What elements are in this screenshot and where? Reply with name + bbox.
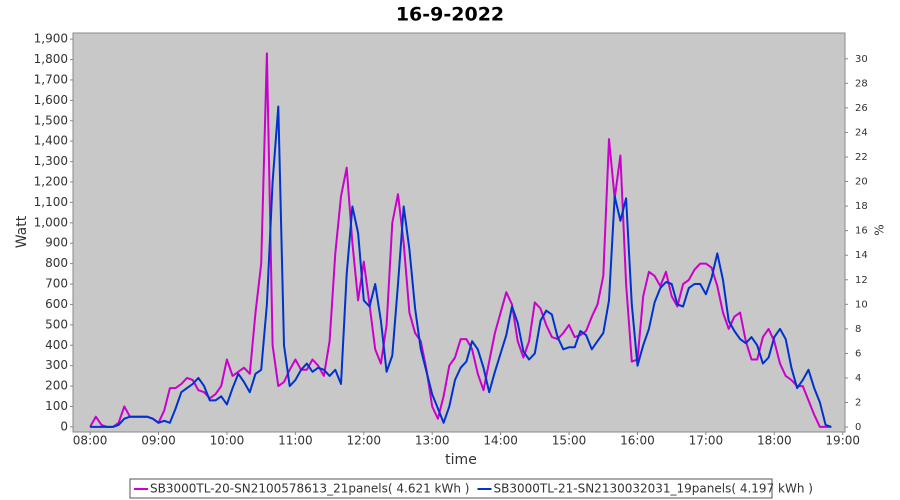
x-axis-label: time [445, 452, 477, 468]
y2-tick-label: 8 [855, 324, 861, 335]
y-tick-label: 400 [45, 338, 68, 352]
legend-label: SB3000TL-20-SN2100578613_21panels( 4.621… [150, 482, 469, 496]
x-tick-label: 18:00 [757, 434, 792, 448]
y-tick-label: 500 [45, 317, 68, 331]
y2-tick-label: 22 [855, 152, 868, 163]
y-tick-label: 1,500 [34, 113, 68, 127]
y-tick-label: 900 [45, 236, 68, 250]
y-tick-label: 1,800 [34, 52, 68, 66]
y-tick-label: 1,900 [34, 32, 68, 46]
y-tick-label: 600 [45, 297, 68, 311]
x-tick-label: 09:00 [141, 434, 176, 448]
y-tick-label: 100 [45, 399, 68, 413]
legend [129, 478, 773, 499]
legend-label: SB3000TL-21-SN2130032031_19panels( 4.197… [493, 482, 812, 496]
y-tick-label: 1,700 [34, 72, 68, 86]
y-tick-label: 1,600 [34, 93, 68, 107]
y-tick-label: 1,000 [34, 215, 68, 229]
chart-title: 16-9-2022 [396, 4, 504, 26]
x-tick-label: 16:00 [620, 434, 655, 448]
x-tick-label: 19:00 [825, 434, 860, 448]
y-tick-label: 0 [60, 419, 68, 433]
y2-tick-label: 26 [855, 103, 868, 114]
y2-tick-label: 20 [855, 177, 868, 188]
y-tick-label: 700 [45, 277, 68, 291]
x-tick-label: 12:00 [346, 434, 381, 448]
y2-tick-label: 18 [855, 201, 868, 212]
y2-tick-label: 30 [855, 54, 868, 65]
y-tick-label: 1,300 [34, 154, 68, 168]
x-tick-label: 10:00 [210, 434, 245, 448]
y-tick-label: 300 [45, 358, 68, 372]
y-tick-label: 800 [45, 256, 68, 270]
y2-tick-label: 28 [855, 78, 868, 89]
x-tick-label: 13:00 [415, 434, 450, 448]
plot-area [72, 32, 846, 433]
y-axis-label: Watt [14, 215, 30, 248]
y-tick-label: 1,400 [34, 134, 68, 148]
y2-axis-label: % [873, 224, 887, 235]
x-tick-label: 15:00 [552, 434, 587, 448]
y2-tick-label: 0 [855, 422, 861, 433]
series-line [90, 105, 832, 428]
y-tick-label: 1,100 [34, 195, 68, 209]
y2-tick-label: 14 [855, 250, 868, 261]
x-tick-label: 11:00 [278, 434, 313, 448]
x-tick-label: 17:00 [689, 434, 724, 448]
x-tick-label: 14:00 [483, 434, 518, 448]
y2-tick-label: 4 [855, 373, 861, 384]
series-line [89, 52, 832, 428]
y2-tick-label: 10 [855, 299, 868, 310]
y2-tick-label: 16 [855, 226, 868, 237]
y2-tick-label: 24 [855, 127, 868, 138]
y2-tick-label: 6 [855, 348, 861, 359]
y2-tick-label: 2 [855, 398, 861, 409]
y-tick-label: 200 [45, 379, 68, 393]
y-tick-label: 1,200 [34, 174, 68, 188]
x-tick-label: 08:00 [73, 434, 108, 448]
y2-tick-label: 12 [855, 275, 868, 286]
